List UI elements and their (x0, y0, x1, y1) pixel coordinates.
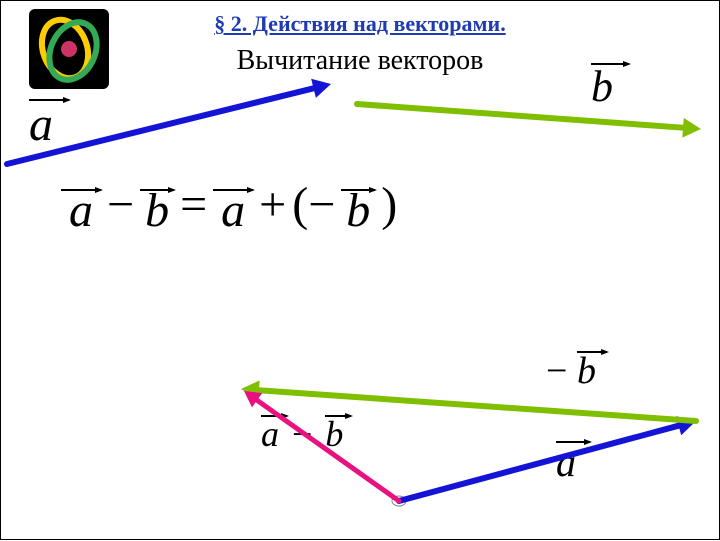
eq-letter: b (145, 187, 169, 235)
eq-letter: b (346, 187, 370, 235)
eq-operator: − (107, 181, 134, 235)
vector-overarrow-icon (341, 189, 375, 191)
label-a-text: a (261, 414, 279, 454)
minus-sign: − (546, 350, 577, 392)
label-a-minus-b: a − b (261, 413, 343, 455)
minus-sign: − (292, 414, 312, 454)
origin-marker (392, 496, 406, 506)
eq-operator: = (180, 181, 207, 235)
eq-letter: a (69, 187, 93, 235)
eq-operator: (− (292, 181, 335, 235)
section-title: § 2. Действия над векторами. (1, 11, 719, 37)
label-b-text: b (325, 414, 343, 454)
eq-operator: + (259, 181, 286, 235)
vector-overarrow-icon (591, 63, 629, 65)
label-b-text: b (591, 62, 613, 111)
label-b-text: b (577, 350, 596, 392)
eq-vector-term: a (61, 189, 101, 235)
label-a-top-left: a (29, 99, 69, 152)
eq-operator: ) (381, 181, 397, 235)
vector-neg-b-triangle-head (241, 380, 260, 400)
label-a-text: a (556, 440, 576, 485)
vector-overarrow-icon (325, 415, 351, 417)
vector-overarrow-icon (556, 441, 590, 443)
vector-b-top-line (357, 104, 683, 128)
vector-a-triangle-head (676, 416, 696, 435)
vector-overarrow-icon (261, 415, 287, 417)
eq-letter: a (221, 187, 245, 235)
vector-a-triangle-line (399, 426, 679, 501)
label-a-text: a (29, 98, 53, 151)
vector-a-top-head (311, 79, 331, 98)
equation: a−b=a+(−b) (61, 181, 397, 235)
eq-vector-term: b (341, 189, 375, 235)
vector-a-minus-b-head (244, 391, 262, 407)
vector-overarrow-icon (61, 189, 101, 191)
vector-overarrow-icon (140, 189, 174, 191)
vector-overarrow-icon (577, 351, 607, 353)
label-a-bottom-right: a (556, 441, 590, 486)
label-b-top-right: b (591, 63, 629, 112)
label-minus-b: − b (546, 349, 596, 393)
eq-vector-term: b (140, 189, 174, 235)
vector-overarrow-icon (213, 189, 253, 191)
slide: § 2. Действия над векторами. Вычитание в… (0, 0, 720, 540)
vector-b-top-head (682, 118, 701, 138)
vector-overarrow-icon (29, 99, 69, 101)
eq-vector-term: a (213, 189, 253, 235)
